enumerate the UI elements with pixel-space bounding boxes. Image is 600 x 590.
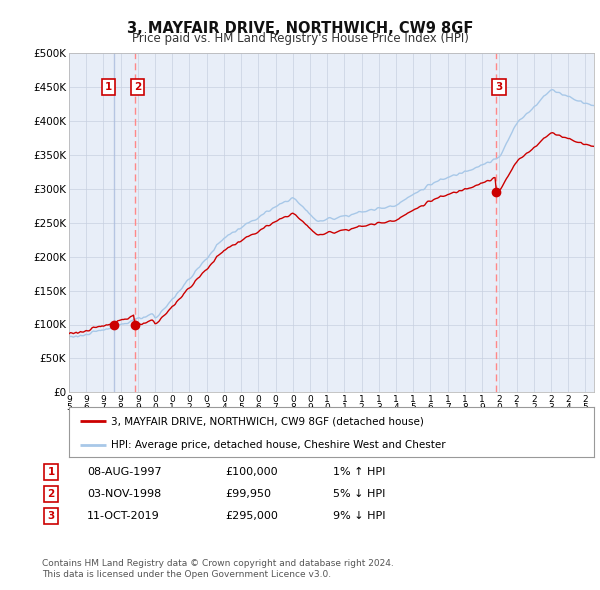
Text: 1% ↑ HPI: 1% ↑ HPI — [333, 467, 385, 477]
Text: Price paid vs. HM Land Registry's House Price Index (HPI): Price paid vs. HM Land Registry's House … — [131, 32, 469, 45]
Text: HPI: Average price, detached house, Cheshire West and Chester: HPI: Average price, detached house, Ches… — [111, 440, 446, 450]
Text: 3, MAYFAIR DRIVE, NORTHWICH, CW9 8GF: 3, MAYFAIR DRIVE, NORTHWICH, CW9 8GF — [127, 21, 473, 35]
Text: 3: 3 — [47, 511, 55, 520]
Text: £99,950: £99,950 — [225, 489, 271, 499]
Text: 3, MAYFAIR DRIVE, NORTHWICH, CW9 8GF (detached house): 3, MAYFAIR DRIVE, NORTHWICH, CW9 8GF (de… — [111, 416, 424, 426]
Text: £100,000: £100,000 — [225, 467, 278, 477]
Text: 9% ↓ HPI: 9% ↓ HPI — [333, 511, 386, 520]
Text: Contains HM Land Registry data © Crown copyright and database right 2024.
This d: Contains HM Land Registry data © Crown c… — [42, 559, 394, 579]
Text: 08-AUG-1997: 08-AUG-1997 — [87, 467, 161, 477]
Text: 11-OCT-2019: 11-OCT-2019 — [87, 511, 160, 520]
Text: £295,000: £295,000 — [225, 511, 278, 520]
Text: 03-NOV-1998: 03-NOV-1998 — [87, 489, 161, 499]
Text: 1: 1 — [105, 82, 112, 92]
Text: 5% ↓ HPI: 5% ↓ HPI — [333, 489, 385, 499]
Text: 2: 2 — [134, 82, 141, 92]
Text: 1: 1 — [47, 467, 55, 477]
Text: 3: 3 — [496, 82, 503, 92]
Text: 2: 2 — [47, 489, 55, 499]
